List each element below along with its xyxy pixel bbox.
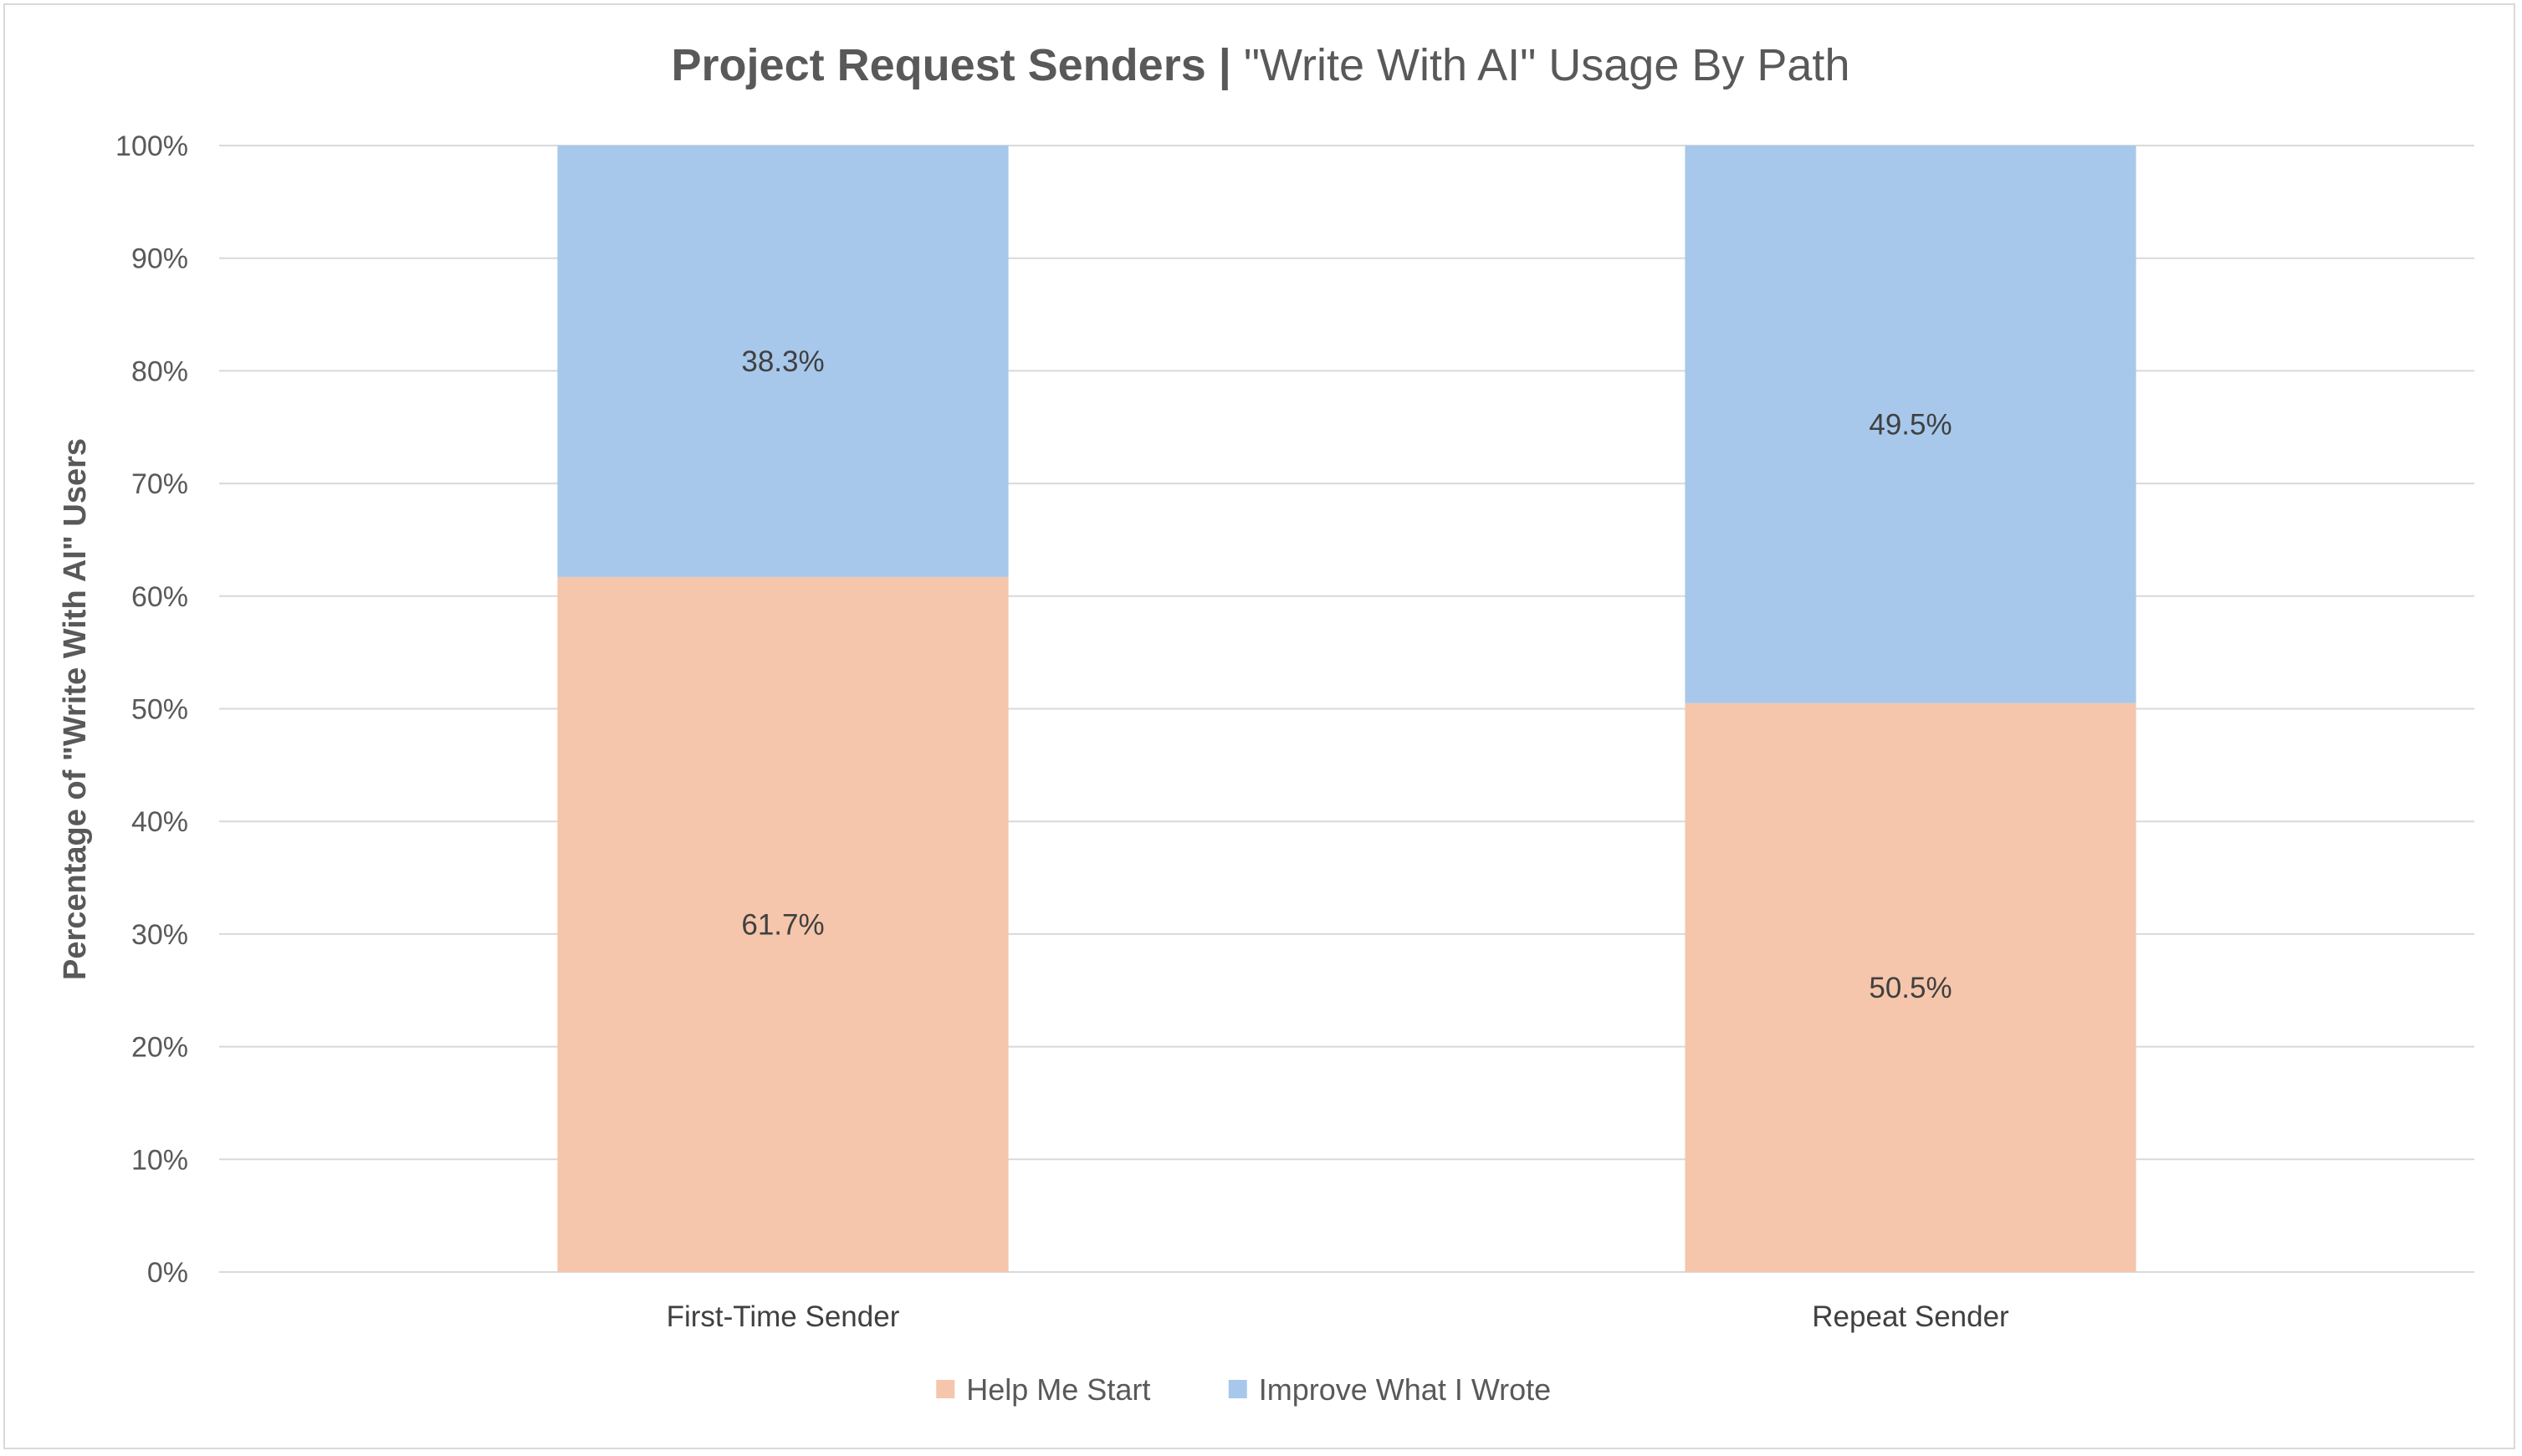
bar-segment <box>1685 146 2136 703</box>
bar-segment <box>557 576 1009 1272</box>
legend-swatch <box>1228 1380 1247 1398</box>
y-tick-label: 60% <box>131 581 188 613</box>
y-tick-label: 100% <box>115 130 188 162</box>
chart-title-bold: Project Request Senders <box>672 40 1206 90</box>
bar-segment <box>557 146 1009 577</box>
y-tick-label: 90% <box>131 243 188 275</box>
y-tick-label: 40% <box>131 806 188 838</box>
bar-segment <box>1685 702 2136 1272</box>
y-tick-label: 70% <box>131 468 188 500</box>
data-labels: 61.7% 38.3% 50.5% 49.5% <box>741 345 1952 1004</box>
data-label: 50.5% <box>1869 972 1952 1004</box>
y-tick-label: 20% <box>131 1032 188 1064</box>
y-tick-label: 80% <box>131 355 188 387</box>
x-category-label: Repeat Sender <box>1812 1300 2009 1333</box>
bars <box>557 146 2136 1272</box>
y-tick-label: 50% <box>131 694 188 726</box>
y-tick-label: 30% <box>131 919 188 951</box>
legend-swatch <box>936 1380 955 1398</box>
data-label: 49.5% <box>1869 408 1952 441</box>
chart-title-separator: | <box>1206 40 1244 91</box>
y-tick-label: 10% <box>131 1144 188 1176</box>
legend: Help Me Start Improve What I Wrote <box>936 1372 1551 1407</box>
legend-label: Help Me Start <box>966 1372 1150 1407</box>
data-label: 38.3% <box>741 345 824 378</box>
x-category-label: First-Time Sender <box>667 1300 900 1333</box>
data-label: 61.7% <box>741 908 824 941</box>
chart-title-rest: "Write With AI" Usage By Path <box>1244 40 1850 90</box>
legend-label: Improve What I Wrote <box>1259 1372 1551 1407</box>
y-axis-ticks: 0% 10% 20% 30% 40% 50% 60% 70% 80% 90% 100% <box>115 130 188 1289</box>
y-tick-label: 0% <box>147 1257 188 1289</box>
x-axis-categories: First-Time Sender Repeat Sender <box>667 1300 2009 1333</box>
y-axis-label: Percentage of "Write With AI" Users <box>58 438 93 980</box>
chart-title: Project Request Senders | "Write With AI… <box>672 40 1850 91</box>
